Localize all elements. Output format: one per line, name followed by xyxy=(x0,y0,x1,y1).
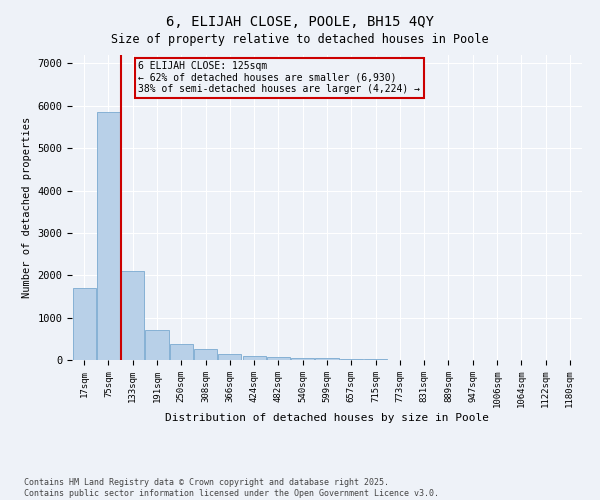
Bar xyxy=(121,271,144,360)
Text: Contains HM Land Registry data © Crown copyright and database right 2025.
Contai: Contains HM Land Registry data © Crown c… xyxy=(24,478,439,498)
Bar xyxy=(145,330,169,360)
Text: 6, ELIJAH CLOSE, POOLE, BH15 4QY: 6, ELIJAH CLOSE, POOLE, BH15 4QY xyxy=(166,15,434,29)
Bar xyxy=(242,356,266,360)
Y-axis label: Number of detached properties: Number of detached properties xyxy=(22,117,32,298)
Bar xyxy=(170,344,193,360)
Bar xyxy=(194,348,217,360)
Bar xyxy=(73,288,95,360)
Bar xyxy=(97,112,120,360)
Bar xyxy=(316,358,338,360)
Text: 6 ELIJAH CLOSE: 125sqm
← 62% of detached houses are smaller (6,930)
38% of semi-: 6 ELIJAH CLOSE: 125sqm ← 62% of detached… xyxy=(139,61,420,94)
Bar xyxy=(340,359,363,360)
X-axis label: Distribution of detached houses by size in Poole: Distribution of detached houses by size … xyxy=(165,413,489,423)
Text: Size of property relative to detached houses in Poole: Size of property relative to detached ho… xyxy=(111,32,489,46)
Bar xyxy=(291,358,314,360)
Bar xyxy=(218,354,241,360)
Bar xyxy=(267,357,290,360)
